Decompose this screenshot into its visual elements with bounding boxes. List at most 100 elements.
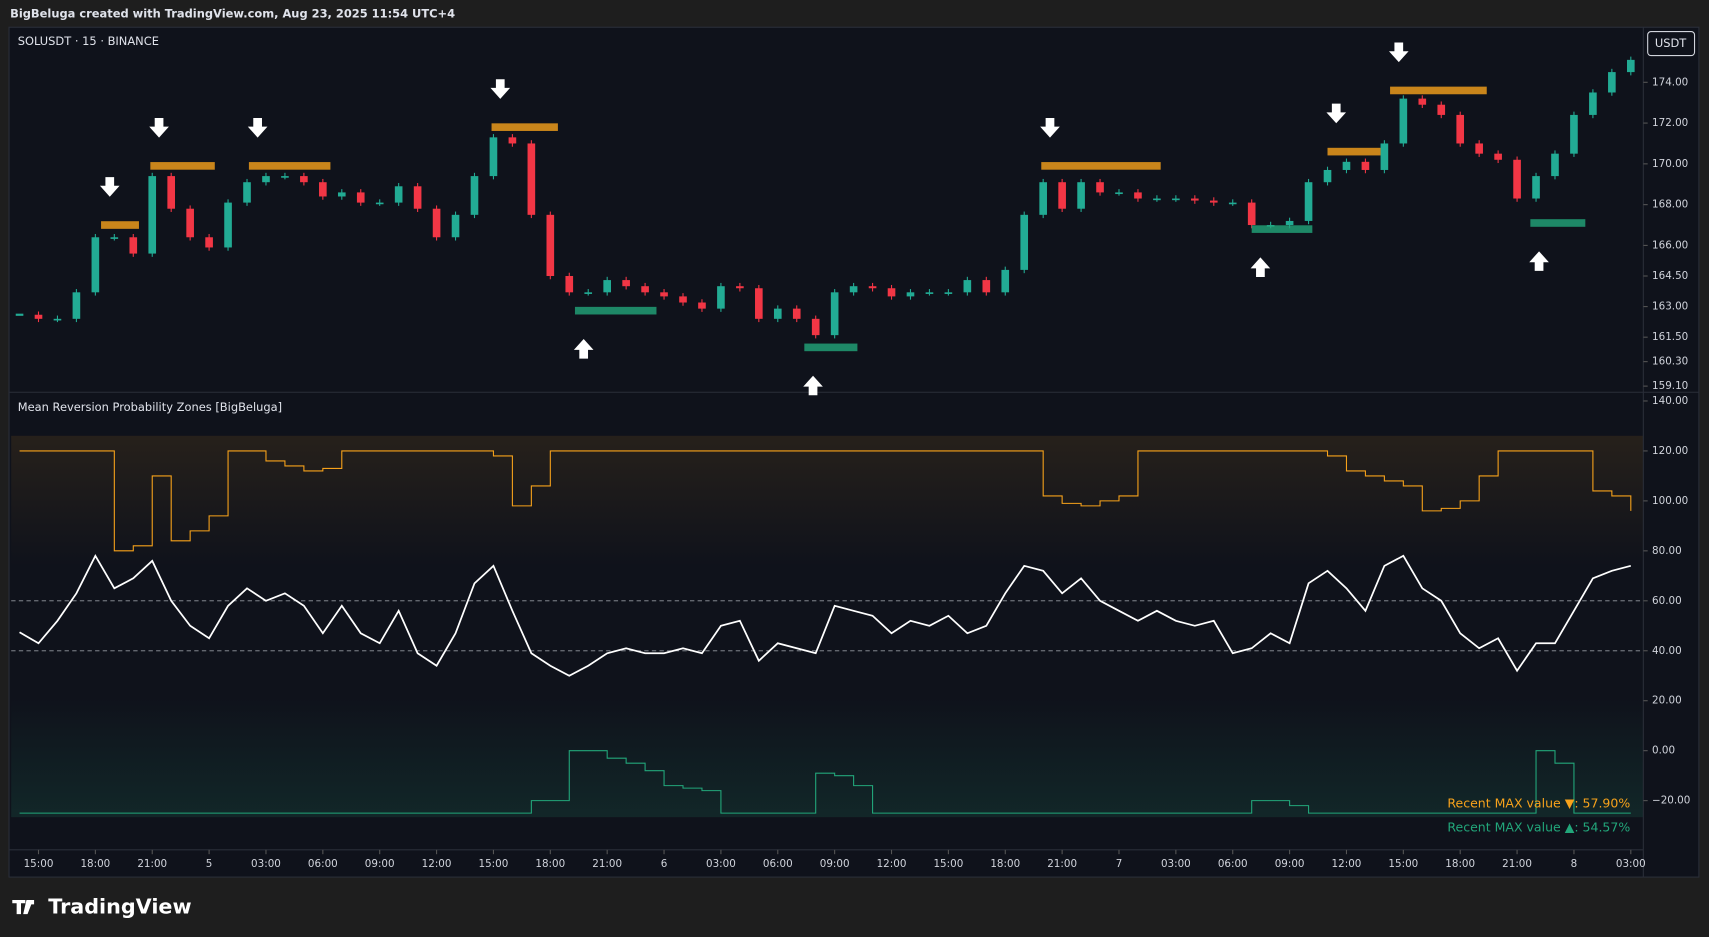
x-tick-label: 5 [206,858,213,870]
candle [413,186,422,209]
candle [1589,92,1597,115]
annotation: Recent MAX value ▼: 57.90% [1447,796,1630,811]
candle [1608,72,1616,93]
candle [186,208,194,238]
zone [804,343,858,352]
candle [1626,59,1635,73]
x-tick-label: 15:00 [1388,858,1418,870]
candle [1437,104,1446,115]
candle [1304,182,1313,221]
zone [248,162,331,170]
signal-arrow [99,177,120,197]
candle [375,202,384,205]
candle [129,237,138,254]
candle [811,318,820,336]
candle [868,286,877,289]
candle [1494,153,1502,160]
candle [167,176,176,209]
zone [491,123,558,131]
candle [963,280,972,293]
x-tick-label: 21:00 [137,858,167,870]
signal-arrow [490,79,511,99]
y-tick-label: 174.00 [1652,76,1688,88]
candle [546,214,555,277]
candle [755,288,763,319]
indicator-title: Mean Reversion Probability Zones [BigBel… [18,400,282,414]
x-tick-label: 12:00 [1332,858,1362,870]
candle [679,296,687,303]
candle [1058,182,1066,209]
y-tick-label: 40.00 [1652,645,1682,657]
y-tick-label: 0.00 [1652,745,1675,757]
candle [262,176,270,183]
y-tick-label: 160.30 [1652,356,1688,368]
signal-arrow [1388,42,1409,63]
oscillator-line [19,554,1632,677]
candle [1380,143,1389,170]
y-tick-label: 159.10 [1652,380,1688,392]
candle [300,176,308,183]
x-tick-label: 15:00 [479,858,509,870]
y-tick-label: 163.00 [1652,301,1688,313]
upper-glow [11,435,1644,567]
candle [281,176,289,178]
y-tick-label: 166.00 [1652,239,1688,251]
candle [1323,169,1332,183]
x-tick-label: 15:00 [933,858,963,870]
currency-badge[interactable] [1647,31,1696,57]
candle [1551,153,1559,177]
candle [1001,269,1010,293]
y-tick-label: 172.00 [1652,117,1688,129]
x-tick-label: 06:00 [308,858,338,870]
logo: TradingView [12,895,192,919]
signal-arrow [1040,117,1060,138]
candle [1020,214,1029,270]
signal-arrow [1250,257,1271,278]
candle [1513,159,1521,199]
y-tick-label: 168.00 [1652,199,1688,211]
y-tick-label: −20.00 [1652,795,1690,807]
y-tick-label: 100.00 [1652,495,1688,507]
candle [1209,200,1218,203]
candle [736,286,744,289]
y-tick-label: 161.50 [1652,331,1688,343]
candle [1247,202,1256,226]
y-tick-label: 164.50 [1652,270,1688,282]
candle [773,308,782,319]
candle [1285,220,1294,226]
candle [1361,161,1370,170]
signal-arrow [1529,251,1549,271]
x-tick-label: 03:00 [1616,858,1646,870]
candle [34,314,43,319]
zone [1041,162,1161,170]
currency-text: USDT [1655,36,1687,50]
x-tick-label: 18:00 [80,858,110,870]
candle [319,182,327,197]
candle [1342,161,1351,170]
x-tick-label: 12:00 [422,858,452,870]
candle [470,176,479,215]
candle [53,318,62,321]
x-tick-label: 18:00 [1445,858,1475,870]
x-tick-label: 21:00 [592,858,622,870]
candle [1039,182,1047,215]
zone [150,162,215,170]
lower-glow [11,697,1644,818]
candle [660,292,668,297]
y-tick-label: 170.00 [1652,158,1688,170]
x-tick-label: 06:00 [763,858,793,870]
y-tick-label: 60.00 [1652,595,1682,607]
candle [565,276,574,293]
candle [887,288,896,297]
y-tick-label: 20.00 [1652,695,1682,707]
candle [1134,192,1142,199]
annotation: Recent MAX value ▲: 54.57% [1447,820,1630,835]
candle [1115,192,1123,195]
x-tick-label: 06:00 [1218,858,1248,870]
candle [205,237,213,248]
signal-arrow [247,117,268,138]
candle [982,280,991,293]
signal-arrow [1326,103,1347,124]
candle [432,208,441,238]
